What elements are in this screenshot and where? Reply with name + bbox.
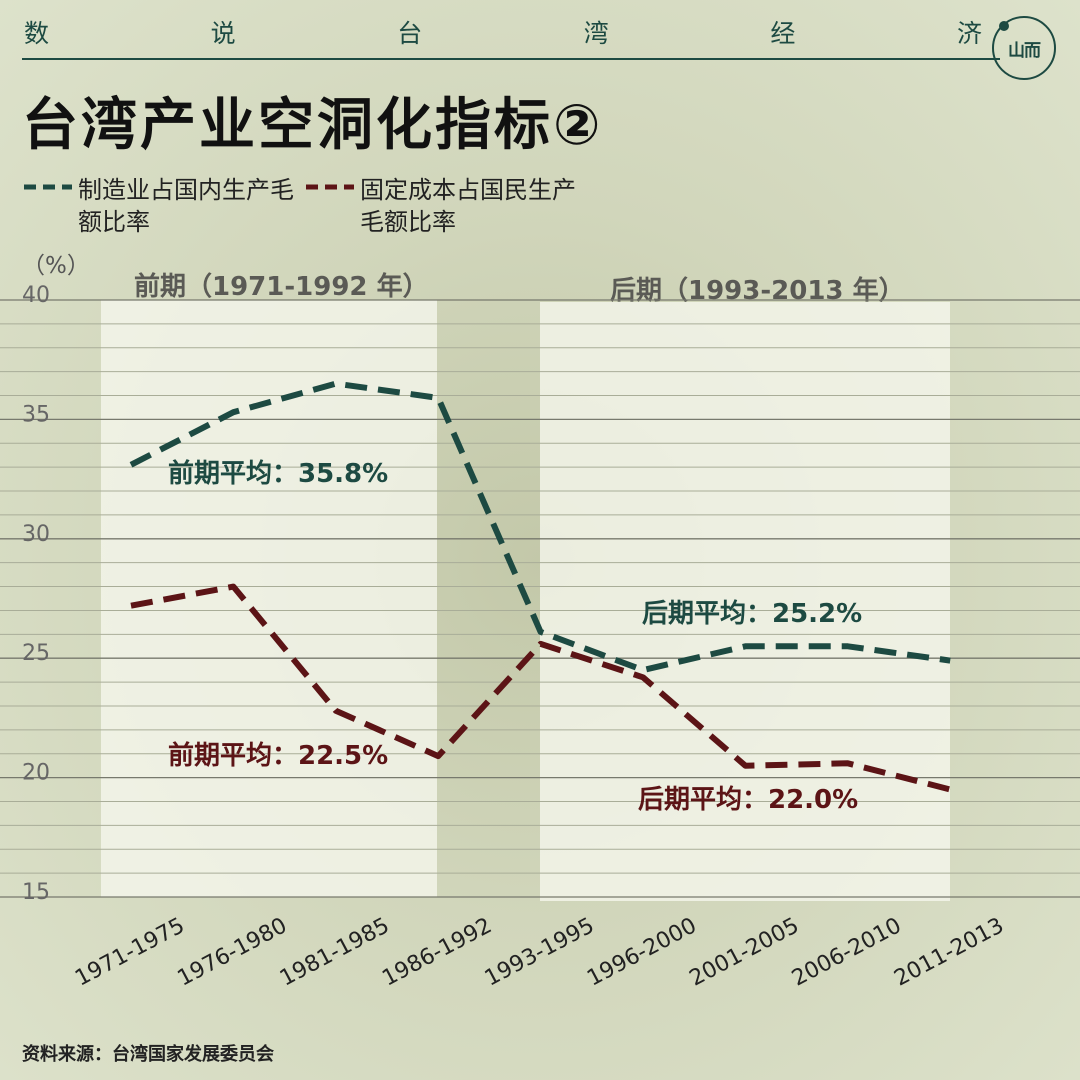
- header-divider: [22, 58, 1000, 60]
- y-tick-label: 15: [22, 880, 50, 905]
- series-char: 说: [210, 19, 238, 48]
- legend-dash-icon: [24, 184, 72, 190]
- period-label-early: 前期（1971-1992 年）: [134, 272, 429, 302]
- y-tick-label: 30: [22, 522, 50, 547]
- logo-text: 山而: [1008, 40, 1041, 61]
- brand-logo: 山而: [992, 16, 1056, 80]
- x-tick-label: 1971-1975: [71, 913, 189, 991]
- y-tick-label: 25: [22, 641, 50, 666]
- series-char: 湾: [583, 19, 611, 48]
- average-annotation: 前期平均：35.8%: [168, 458, 388, 489]
- x-tick-label: 1986-1992: [378, 913, 496, 991]
- average-annotation: 后期平均：22.0%: [638, 785, 858, 815]
- series-char: 济: [956, 19, 984, 48]
- page-title: 台湾产业空洞化指标②: [22, 93, 604, 158]
- x-tick-label: 2001-2005: [686, 913, 804, 991]
- legend-item-manufacturing: 制造业占国内生产毛额比率: [24, 174, 308, 238]
- y-tick-label: 20: [22, 761, 50, 786]
- y-tick-label: 35: [22, 402, 50, 427]
- logo-dot-icon: [999, 21, 1009, 31]
- series-char: 经: [770, 19, 798, 48]
- x-tick-label: 2006-2010: [788, 913, 906, 991]
- average-annotation: 后期平均：25.2%: [642, 599, 862, 629]
- legend-label: 固定成本占国民生产毛额比率: [360, 176, 576, 236]
- x-tick-label: 1993-1995: [481, 913, 599, 991]
- x-tick-label: 2011-2013: [890, 913, 1008, 991]
- x-tick-label: 1976-1980: [174, 913, 292, 991]
- source-note: 资料来源：台湾国家发展委员会: [22, 1044, 274, 1065]
- y-tick-label: 40: [22, 283, 50, 308]
- legend-label: 制造业占国内生产毛额比率: [78, 176, 294, 236]
- series-char: 台: [397, 19, 425, 48]
- legend-dash-icon: [306, 184, 354, 190]
- series-char: 数: [24, 19, 52, 48]
- period-label-late: 后期（1993-2013 年）: [610, 276, 905, 306]
- y-axis-unit: （%）: [22, 253, 90, 279]
- x-tick-label: 1996-2000: [583, 913, 701, 991]
- average-annotation: 前期平均：22.5%: [168, 740, 388, 771]
- legend-item-fixed-capital: 固定成本占国民生产毛额比率: [306, 174, 590, 238]
- column-series-tag: 数 说 台 湾 经 济: [24, 14, 984, 50]
- x-tick-label: 1981-1985: [276, 913, 394, 991]
